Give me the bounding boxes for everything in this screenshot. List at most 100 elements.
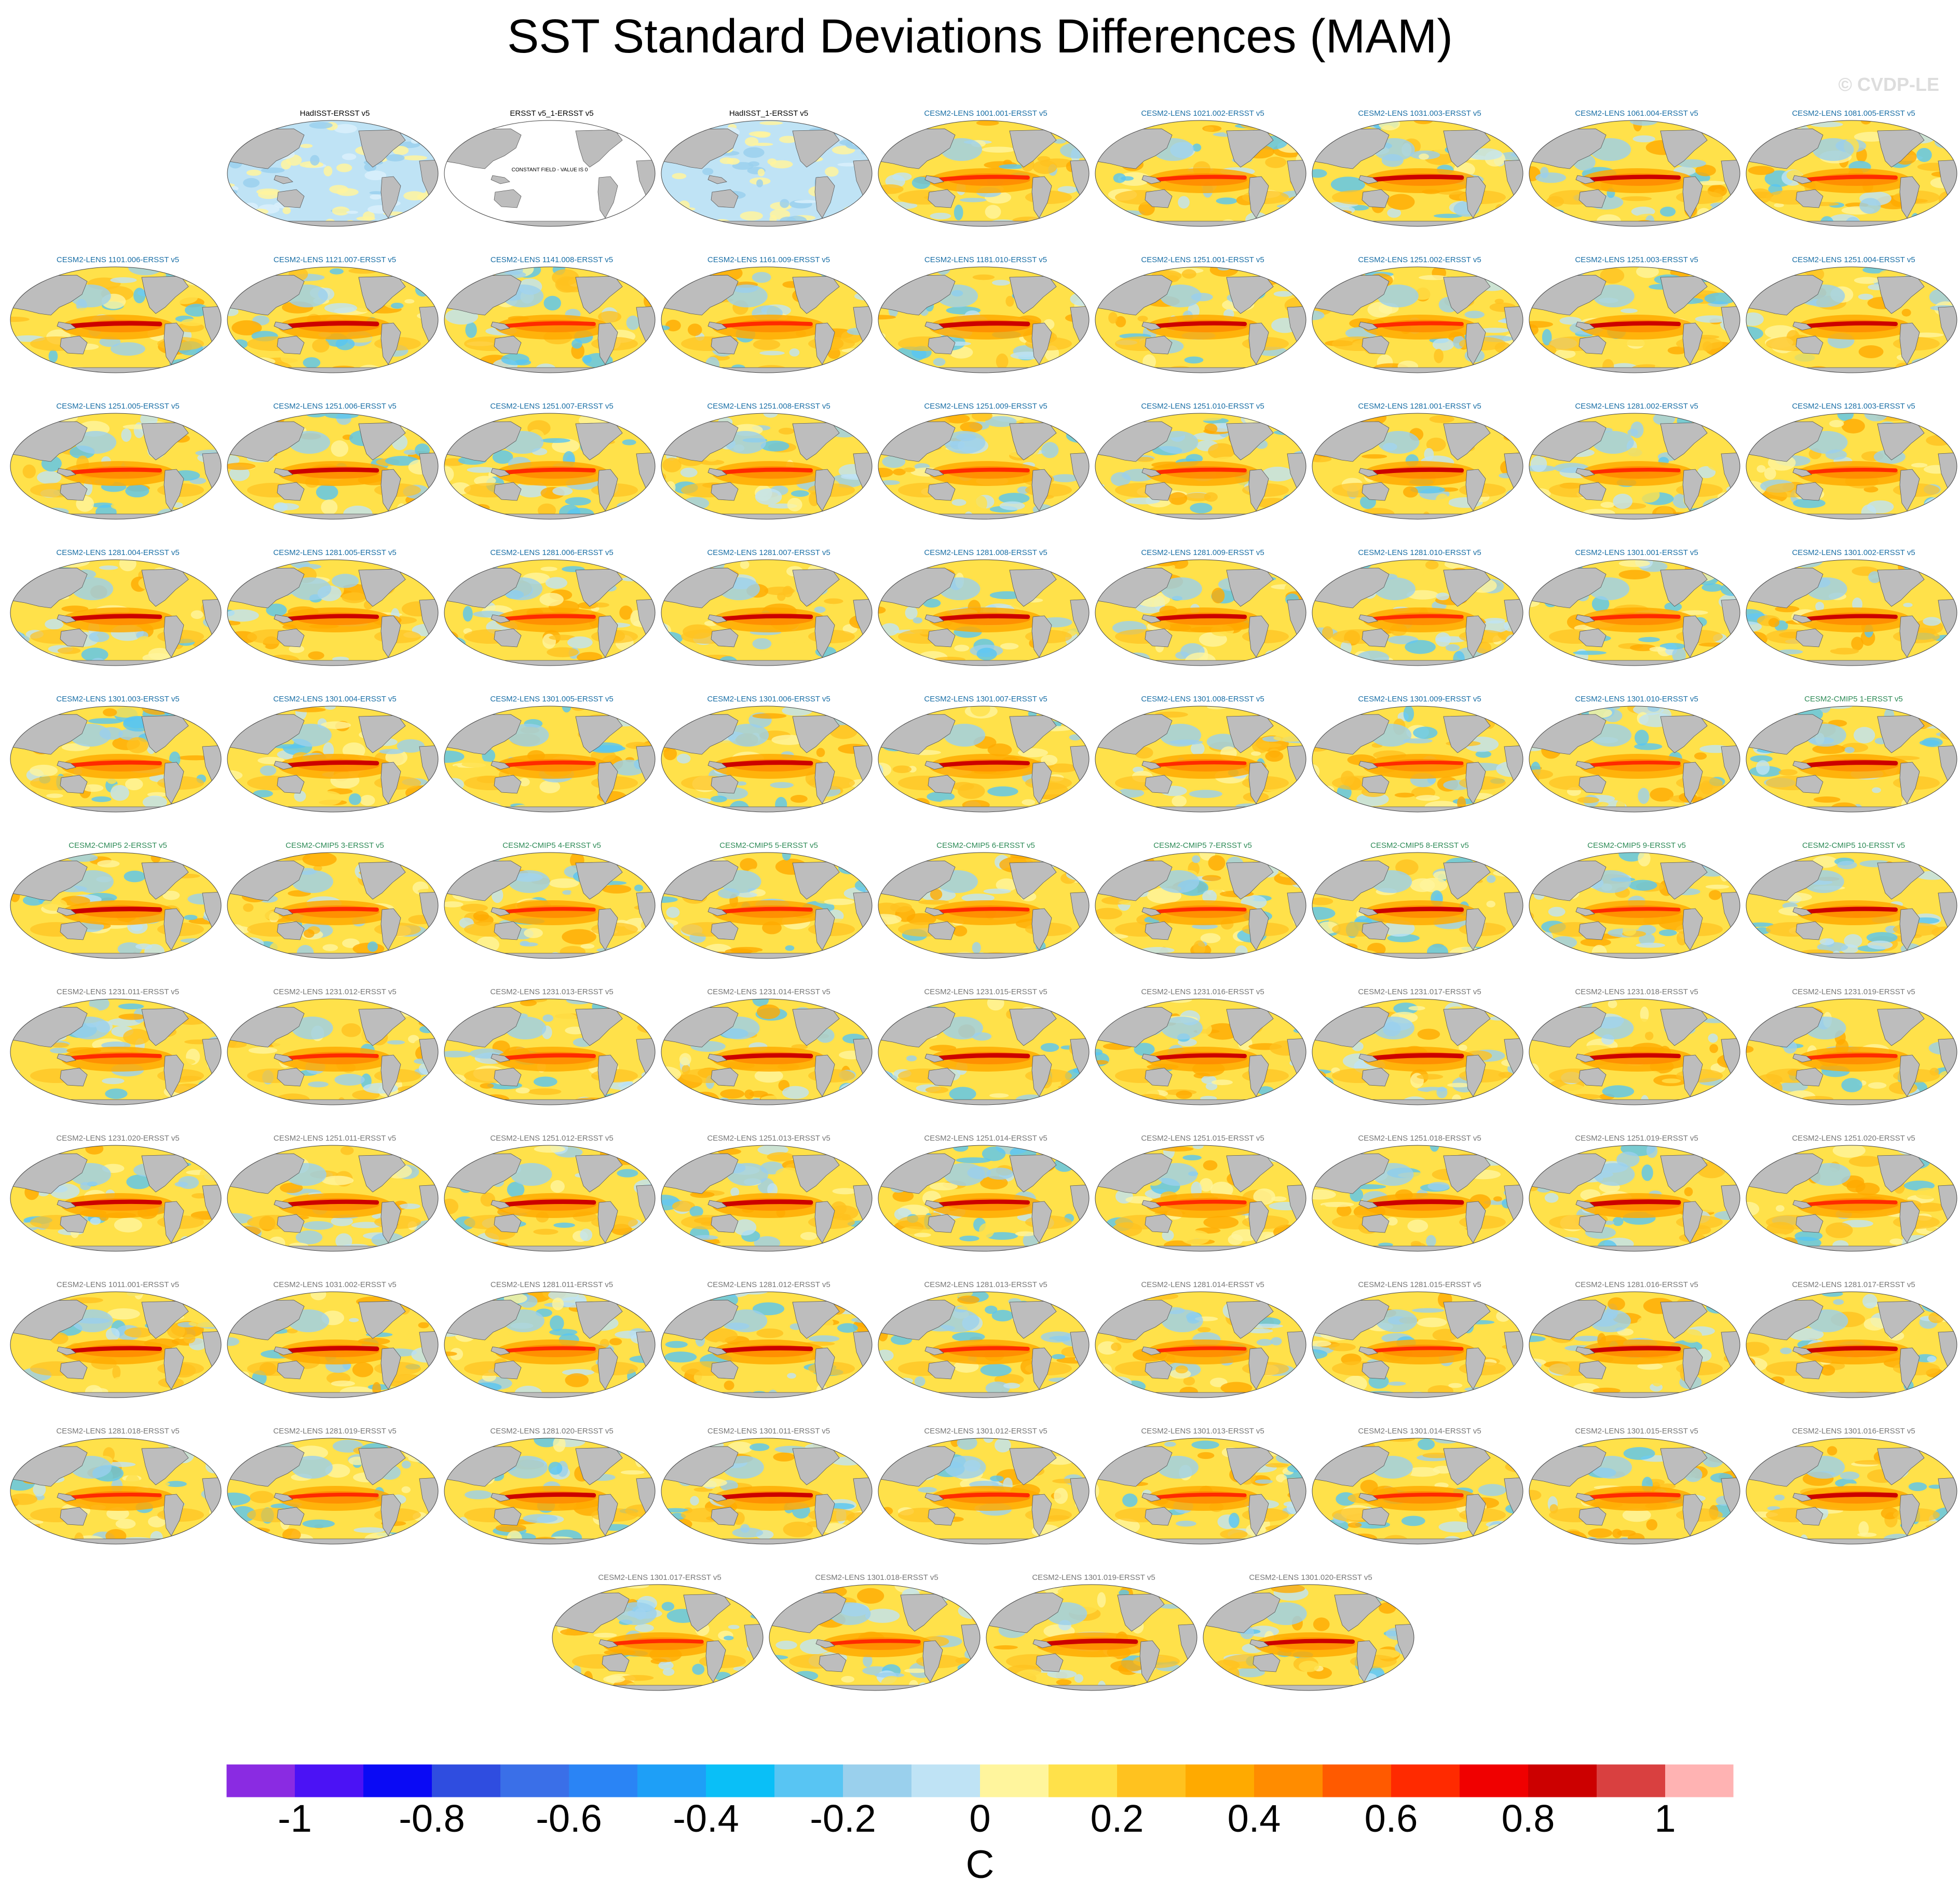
anomaly-blob: [918, 899, 949, 905]
anomaly-blob: [1406, 590, 1439, 600]
anomaly-blob: [792, 310, 824, 316]
map-panel: CESM2-LENS 1281.006-ERSST v5: [443, 548, 660, 694]
anomaly-blob: [1317, 120, 1351, 124]
anomaly-blob: [878, 715, 896, 724]
map-plot: [10, 413, 222, 520]
anomaly-blob: [1492, 413, 1523, 426]
anomaly-blob: [300, 144, 313, 148]
anomaly-blob: [1746, 344, 1757, 358]
panel-title: HadISST-ERSST v5: [300, 109, 370, 118]
anomaly-blob: [1746, 1075, 1758, 1086]
landmass: [402, 1147, 420, 1158]
map-plot: [227, 120, 439, 227]
anomaly-blob: [1111, 359, 1138, 364]
landmass: [575, 422, 623, 461]
anomaly-blob: [243, 506, 256, 518]
panel-title: CESM2-LENS 1251.018-ERSST v5: [1358, 1134, 1481, 1143]
map-plot: [661, 266, 873, 373]
anomaly-blob: [960, 422, 983, 432]
landmass: [924, 175, 944, 184]
anomaly-blob: [17, 1092, 51, 1099]
anomaly-blob: [666, 907, 680, 918]
landmass: [380, 615, 401, 658]
enso-core: [503, 321, 596, 328]
anomaly-blob: [640, 1249, 655, 1251]
anomaly-blob: [227, 221, 247, 226]
anomaly-blob: [1903, 603, 1913, 607]
panel-title: CESM2-LENS 1231.018-ERSST v5: [1575, 987, 1698, 996]
anomaly-blob: [952, 925, 968, 937]
anomaly-blob: [239, 858, 267, 864]
panel-title: CESM2-CMIP5 4-ERSST v5: [502, 841, 601, 850]
panel-title: CESM2-LENS 1251.012-ERSST v5: [490, 1134, 614, 1143]
anomaly-blob: [882, 1228, 905, 1241]
anomaly-blob: [549, 878, 579, 888]
map-panel: CESM2-CMIP5 10-ERSST v5: [1745, 841, 1960, 986]
anomaly-blob: [232, 320, 262, 335]
anomaly-blob: [1071, 215, 1089, 226]
anomaly-blob: [1291, 655, 1306, 665]
anomaly-blob: [91, 796, 112, 802]
anomaly-blob: [727, 158, 740, 165]
panel-title: CESM2-LENS 1231.016-ERSST v5: [1141, 987, 1264, 996]
anomaly-blob: [1432, 338, 1454, 351]
anomaly-blob: [976, 120, 999, 126]
anomaly-blob: [1746, 792, 1770, 799]
landmass: [1358, 175, 1378, 184]
anomaly-blob: [1746, 561, 1758, 572]
anomaly-blob: [1755, 760, 1770, 775]
landmass: [358, 129, 406, 168]
map-border: [878, 266, 1090, 373]
anomaly-blob: [1559, 317, 1582, 325]
map-plot: [444, 1145, 656, 1252]
anomaly-blob: [630, 945, 655, 957]
anomaly-blob: [1168, 492, 1188, 505]
anomaly-blob: [829, 1145, 841, 1153]
map-border: [227, 120, 439, 227]
anomaly-blob: [678, 200, 690, 211]
anomaly-blob: [619, 605, 633, 620]
landmass: [1704, 561, 1722, 573]
landmass: [836, 268, 854, 280]
anomaly-blob: [227, 1100, 249, 1105]
anomaly-blob: [416, 1232, 438, 1244]
anomaly-blob: [744, 1089, 754, 1099]
landmass: [1704, 415, 1722, 426]
anomaly-blob: [843, 271, 859, 287]
anomaly-blob: [1530, 455, 1547, 472]
anomaly-blob: [321, 499, 338, 515]
map-panel: CESM2-LENS 1021.002-ERSST v5: [1094, 109, 1311, 254]
landmass: [597, 615, 618, 658]
anomaly-blob: [1916, 147, 1932, 163]
anomaly-blob: [591, 808, 602, 812]
landmass: [60, 482, 88, 501]
anomaly-blob: [1056, 560, 1078, 563]
landmass: [1575, 321, 1595, 331]
panel-title: CESM2-LENS 1031.003-ERSST v5: [1358, 109, 1481, 118]
anomaly-blob: [293, 707, 326, 712]
anomaly-blob: [1658, 929, 1677, 937]
anomaly-blob: [1394, 792, 1415, 798]
panel-title: CESM2-LENS 1061.004-ERSST v5: [1575, 109, 1698, 118]
anomaly-blob: [823, 303, 847, 312]
anomaly-blob: [444, 508, 466, 513]
landmass: [1009, 276, 1057, 314]
anomaly-blob: [782, 1086, 809, 1099]
anomaly-blob: [878, 352, 902, 363]
landmass: [1487, 1000, 1505, 1012]
anomaly-blob: [571, 339, 582, 349]
landmass: [1578, 335, 1607, 355]
anomaly-blob: [828, 367, 847, 373]
anomaly-blob: [67, 854, 98, 862]
map-panel: CESM2-LENS 1301.007-ERSST v5: [877, 695, 1094, 840]
anomaly-blob: [1335, 369, 1345, 373]
anomaly-blob: [661, 504, 690, 519]
anomaly-blob: [695, 120, 706, 132]
anomaly-blob: [1291, 576, 1306, 584]
anomaly-blob: [1072, 706, 1089, 716]
anomaly-blob: [32, 1247, 51, 1251]
landmass: [1921, 854, 1939, 865]
anomaly-blob: [634, 356, 650, 362]
anomaly-blob: [1445, 644, 1460, 652]
anomaly-blob: [1322, 999, 1333, 1015]
